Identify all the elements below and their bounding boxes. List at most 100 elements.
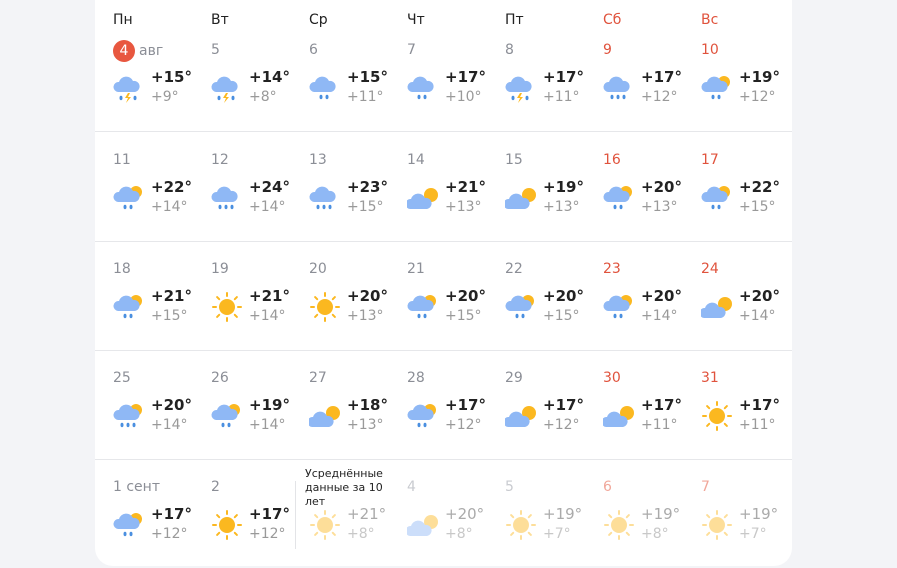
day-temperature: +17° (543, 396, 584, 414)
weekday-header: Сб (603, 12, 622, 28)
day-temperature: +20° (739, 287, 780, 305)
day-cell[interactable]: 31 +17° +11° (701, 350, 799, 450)
night-temperature: +13° (641, 199, 678, 215)
weekday-header: Вс (701, 12, 719, 28)
day-cell[interactable]: 29 +17° +12° (503, 350, 603, 450)
pc-rain2-weather-icon (407, 291, 439, 323)
day-temperature: +21° (151, 287, 192, 305)
day-cell[interactable]: 25 +20° +14° (113, 350, 211, 450)
day-temperature: +17° (641, 68, 682, 86)
night-temperature: +8° (445, 526, 473, 542)
day-cell[interactable]: 10 +19° +12° (701, 32, 799, 132)
night-temperature: +15° (151, 308, 188, 324)
sun-weather-icon (701, 400, 733, 432)
pc-weather-icon (503, 182, 537, 214)
day-cell[interactable]: 24 +20° +14° (699, 241, 799, 341)
day-cell[interactable]: 7 +19° +7° (701, 459, 799, 559)
day-cell[interactable]: 18 +21° +15° (113, 241, 211, 341)
day-number: 21 (407, 261, 425, 277)
day-number: 6 (309, 42, 318, 58)
day-temperature: +17° (543, 68, 584, 86)
night-temperature: +8° (347, 526, 375, 542)
day-number: 18 (113, 261, 131, 277)
storm-weather-icon (211, 72, 243, 104)
night-temperature: +15° (543, 308, 580, 324)
day-cell[interactable]: 26 +19° +14° (211, 350, 309, 450)
pc-weather-icon (405, 182, 439, 214)
night-temperature: +11° (347, 89, 384, 105)
day-cell[interactable]: 6 +15° +11° (309, 32, 407, 132)
weekday-header: Ср (309, 12, 328, 28)
day-cell[interactable]: 17 +22° +15° (701, 132, 799, 232)
day-cell[interactable]: 13 +23° +15° (309, 132, 407, 232)
day-temperature: +17° (249, 505, 290, 523)
pc-weather-icon (601, 400, 635, 432)
day-cell[interactable]: 2 +17° +12° (211, 459, 309, 559)
day-cell[interactable]: 28 +17° +12° (407, 350, 505, 450)
day-temperature: +20° (445, 505, 485, 523)
day-cell[interactable]: 27 +18° +13° (307, 350, 407, 450)
night-temperature: +10° (445, 89, 482, 105)
day-temperature: +18° (347, 396, 388, 414)
sun-weather-icon (701, 509, 733, 541)
week-row: 18 +21° +15° 19 +21° +14° 20 +20° +13° 21 +… (95, 241, 792, 351)
day-cell[interactable]: 23 +20° +14° (603, 241, 701, 341)
day-cell[interactable]: 5 +14° +8° (211, 32, 309, 132)
day-cell[interactable]: 4 авг +15° +9° (113, 32, 211, 132)
storm-weather-icon (113, 72, 145, 104)
night-temperature: +14° (739, 308, 776, 324)
day-number: 20 (309, 261, 327, 277)
pc-rain2-weather-icon (211, 400, 243, 432)
day-cell[interactable]: 1 сент +17° +12° (113, 459, 211, 559)
weekday-header: Пт (505, 12, 524, 28)
day-number: 5 (505, 479, 514, 495)
day-cell[interactable]: 20 +20° +13° (309, 241, 407, 341)
day-temperature: +17° (151, 505, 192, 523)
day-cell[interactable]: 22 +20° +15° (505, 241, 603, 341)
day-temperature: +19° (249, 396, 290, 414)
day-temperature: +19° (641, 505, 681, 523)
day-number: 15 (505, 152, 523, 168)
pc-rain2-weather-icon (701, 72, 733, 104)
day-temperature: +22° (739, 178, 780, 196)
day-cell[interactable]: 15 +19° +13° (503, 132, 603, 232)
day-number: 14 (407, 152, 425, 168)
sun-weather-icon (505, 509, 537, 541)
day-cell[interactable]: 9 +17° +12° (603, 32, 701, 132)
day-temperature: +20° (543, 287, 584, 305)
day-cell[interactable]: 11 +22° +14° (113, 132, 211, 232)
pc-rain2-weather-icon (113, 509, 145, 541)
rain3-weather-icon (211, 182, 243, 214)
day-cell[interactable]: 7 +17° +10° (407, 32, 505, 132)
day-temperature: +24° (249, 178, 290, 196)
day-cell[interactable]: 4 +20° +8° (405, 459, 505, 559)
pc-rain3-weather-icon (113, 400, 145, 432)
night-temperature: +12° (249, 526, 286, 542)
day-cell[interactable]: 12 +24° +14° (211, 132, 309, 232)
day-cell[interactable]: 8 +17° +11° (505, 32, 603, 132)
day-number: 25 (113, 370, 131, 386)
day-number: 4 (407, 479, 416, 495)
day-cell[interactable]: +21° +8° (309, 459, 407, 559)
night-temperature: +15° (445, 308, 482, 324)
rain2-weather-icon (309, 72, 341, 104)
day-cell[interactable]: 14 +21° +13° (405, 132, 505, 232)
day-temperature: +20° (347, 287, 388, 305)
day-cell[interactable]: 30 +17° +11° (601, 350, 701, 450)
day-temperature: +15° (347, 68, 388, 86)
day-cell[interactable]: 5 +19° +7° (505, 459, 603, 559)
day-number: 12 (211, 152, 229, 168)
day-cell[interactable]: 21 +20° +15° (407, 241, 505, 341)
day-cell[interactable]: 16 +20° +13° (603, 132, 701, 232)
storm-weather-icon (505, 72, 537, 104)
day-cell[interactable]: 6 +19° +8° (603, 459, 701, 559)
day-number: 22 (505, 261, 523, 277)
night-temperature: +12° (543, 417, 580, 433)
day-temperature: +20° (151, 396, 192, 414)
day-number: 8 (505, 42, 514, 58)
night-temperature: +9° (151, 89, 179, 105)
day-number: 31 (701, 370, 719, 386)
day-cell[interactable]: 19 +21° +14° (211, 241, 309, 341)
sun-weather-icon (309, 509, 341, 541)
week-row: 11 +22° +14° 12 +24° +14° 13 +23° +15° 14 +… (95, 132, 792, 242)
